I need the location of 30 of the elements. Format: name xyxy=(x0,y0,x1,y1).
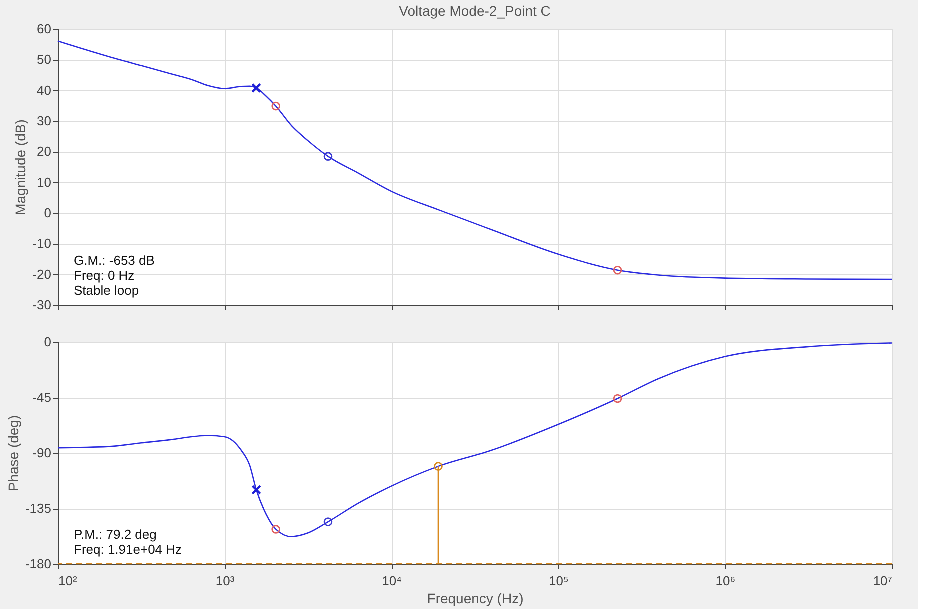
chart-title: Voltage Mode-2_Point C xyxy=(399,3,551,19)
y-tick-label: 30 xyxy=(37,114,52,128)
annotation: Freq: 1.91e+04 Hz xyxy=(74,542,182,557)
y-tick-label: 20 xyxy=(37,144,52,160)
x-tick-label: 10⁶ xyxy=(716,574,736,588)
annotation: Freq: 0 Hz xyxy=(74,268,135,283)
y-tick-label: -10 xyxy=(32,236,52,252)
x-axis-title: Frequency (Hz) xyxy=(427,590,524,606)
annotation: P.M.: 79.2 deg xyxy=(74,527,157,542)
x-tick-label: 10² xyxy=(58,574,78,588)
y-tick-label: -180 xyxy=(25,556,52,572)
y-tick-label: 0 xyxy=(44,206,52,220)
annotation: G.M.: -653 dB xyxy=(74,253,155,268)
annotation: Stable loop xyxy=(74,283,140,298)
y-tick-label: -20 xyxy=(32,266,52,282)
y-tick-label: 50 xyxy=(37,52,52,68)
y-tick-label: -135 xyxy=(25,501,52,516)
y-tick-label: -45 xyxy=(32,390,52,405)
y-tick-label: 10 xyxy=(37,174,52,190)
y-tick-label: -30 xyxy=(32,298,52,312)
y-axis-title: Magnitude (dB) xyxy=(12,120,29,216)
y-tick-label: 40 xyxy=(37,82,52,98)
x-tick-label: 10⁵ xyxy=(548,574,569,588)
y-tick-label: -90 xyxy=(32,446,52,460)
y-tick-label: 60 xyxy=(37,22,52,36)
x-tick-label: 10³ xyxy=(216,574,236,588)
x-tick-label: 10⁷ xyxy=(873,574,893,588)
y-tick-label: 0 xyxy=(44,334,52,350)
y-axis-title: Phase (deg) xyxy=(5,415,22,492)
x-tick-label: 10⁴ xyxy=(382,574,402,588)
